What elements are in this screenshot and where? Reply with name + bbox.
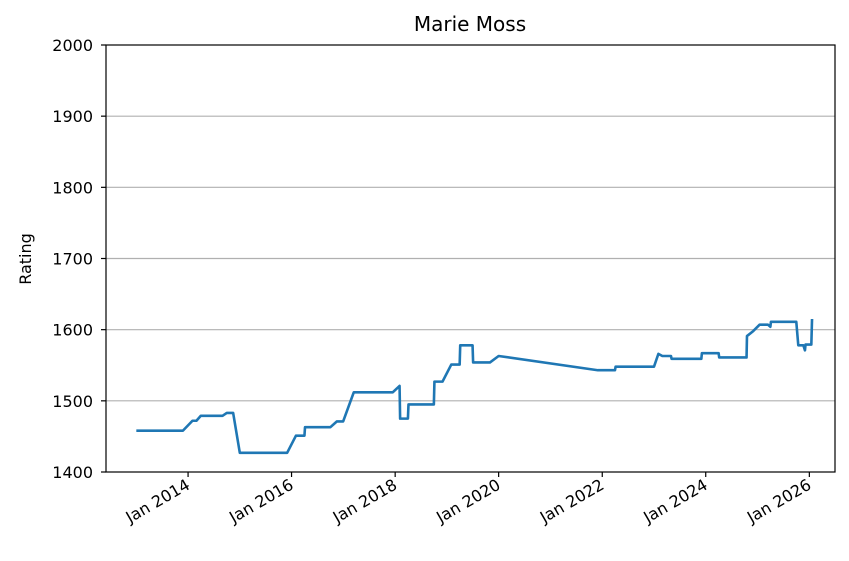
x-tick-label: Jan 2024 — [639, 475, 710, 527]
y-gridlines — [106, 115, 835, 402]
x-tick-label: Jan 2016 — [225, 475, 296, 527]
x-tick-label: Jan 2014 — [122, 475, 193, 527]
x-tick-label: Jan 2022 — [536, 475, 607, 527]
series-group — [136, 318, 814, 455]
y-tick-label: 1500 — [52, 392, 93, 411]
y-tick-label: 1800 — [52, 178, 93, 197]
x-tick-label: Jan 2026 — [743, 475, 814, 527]
x-tick-label: Jan 2020 — [432, 475, 503, 527]
y-axis-label: Rating — [16, 233, 35, 285]
chart-title: Marie Moss — [414, 12, 526, 36]
y-axis: 1400 1500 1600 1700 1800 1900 2000 — [52, 36, 106, 482]
y-tick-label: 2000 — [52, 36, 93, 55]
x-tick-label: Jan 2018 — [329, 475, 400, 527]
y-tick-label: 1700 — [52, 250, 93, 269]
y-tick-label: 1900 — [52, 107, 93, 126]
y-tick-label: 1600 — [52, 321, 93, 340]
x-axis: Jan 2014 Jan 2016 Jan 2018 Jan 2020 Jan 2022… — [122, 472, 814, 527]
y-tick-label: 1400 — [52, 463, 93, 482]
rating-line — [136, 318, 814, 455]
